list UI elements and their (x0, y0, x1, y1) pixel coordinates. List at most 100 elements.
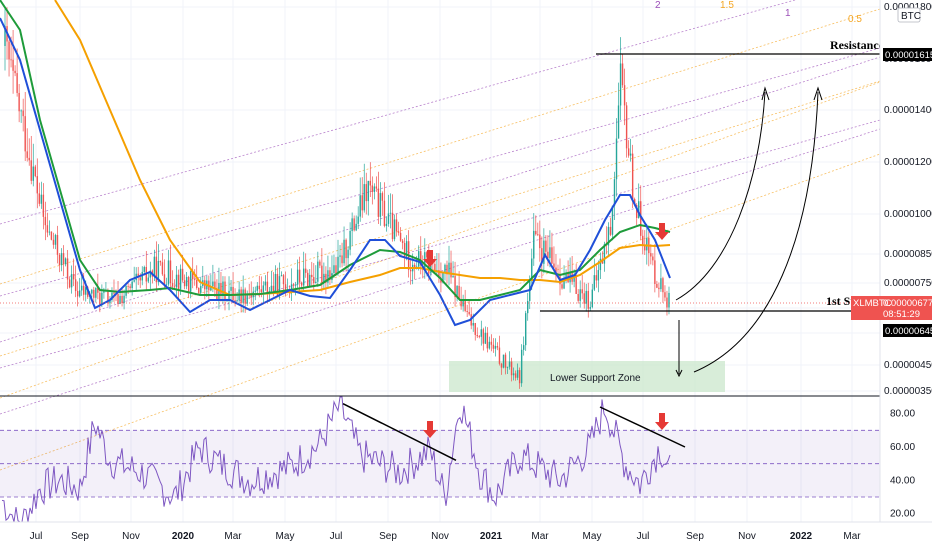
candle-body (230, 286, 232, 291)
candle-body (335, 265, 337, 273)
candle-body (662, 278, 664, 293)
symbol-badge-text: BTC (901, 11, 921, 22)
candle-body (14, 70, 16, 74)
candle-body (652, 256, 654, 261)
candle-body (514, 373, 517, 378)
candle-body (426, 252, 428, 258)
candle-body (543, 240, 545, 264)
candle-body (478, 336, 480, 337)
candle-body (34, 166, 36, 177)
candle-body (642, 235, 644, 246)
time-tick-label: Jul (330, 531, 343, 542)
candle-body (518, 370, 521, 384)
candle-body (58, 254, 61, 266)
current-price-badge (851, 296, 932, 320)
candle-body (625, 105, 628, 149)
candle-body (194, 279, 196, 281)
candle-body (119, 295, 121, 304)
time-tick-label: 2020 (172, 531, 195, 542)
candle-body (167, 260, 170, 285)
candle-body (54, 235, 57, 245)
candle-body (623, 85, 626, 106)
candle-body (524, 313, 527, 346)
candle-body (595, 275, 598, 281)
candle-body (133, 280, 135, 282)
candle-body (561, 284, 563, 289)
candle-body (516, 370, 519, 378)
candle-body (646, 237, 648, 251)
candle-body (93, 289, 95, 298)
candle-body (250, 295, 252, 298)
candle-body (147, 277, 150, 282)
candle-body (522, 345, 525, 350)
arrow-head (423, 430, 437, 438)
candle-body (597, 270, 600, 281)
candle-body (357, 216, 359, 224)
support-price-value: 0.00000645 (885, 326, 932, 337)
candle-body (448, 262, 450, 275)
candle-body (541, 248, 543, 264)
time-tick-label: Sep (71, 531, 89, 542)
candle-body (246, 294, 248, 304)
candle-body (547, 251, 549, 258)
candle-body (480, 329, 483, 337)
candle-body (458, 285, 460, 300)
projection-curve (675, 91, 766, 301)
candle-body (240, 289, 242, 303)
candle-body (363, 184, 365, 211)
candle-body (345, 239, 347, 259)
candle-body (161, 262, 164, 275)
candle-body (627, 148, 630, 156)
candle-body (137, 273, 139, 278)
candle-body (401, 240, 404, 244)
candle-body (163, 274, 166, 286)
candle-body (56, 235, 59, 255)
candle-body (599, 258, 602, 271)
candle-body (484, 332, 487, 344)
fib-level-label: 1.5 (720, 0, 734, 11)
candle-body (40, 194, 43, 204)
candle-body (631, 153, 634, 200)
candle-body (212, 281, 214, 287)
candle-body (389, 212, 392, 214)
rsi-divergence-arrow (655, 413, 669, 430)
candle-body (198, 287, 200, 293)
candle-body (531, 258, 533, 280)
candle-body (629, 153, 632, 156)
candle-body (337, 256, 339, 273)
candle-body (385, 223, 388, 226)
rsi-tick-label: 20.00 (890, 509, 915, 520)
candle-body (28, 157, 30, 161)
candle-body (311, 274, 313, 278)
candle-body (218, 283, 220, 300)
candle-body (644, 245, 646, 251)
candle-body (381, 193, 384, 201)
candle-body (315, 281, 317, 284)
resistance-price-badge (883, 48, 932, 61)
current-symbol-label: XLMBTC (853, 298, 892, 309)
candle-body (339, 255, 341, 257)
candle-body (474, 323, 476, 335)
candle-body (452, 275, 454, 278)
candle-body (444, 264, 446, 273)
candle-body (494, 346, 497, 349)
candle-body (654, 260, 656, 284)
candle-body (155, 256, 158, 283)
candle-body (24, 116, 26, 152)
candle-body (22, 110, 24, 117)
candle-body (359, 195, 361, 217)
candle-body (464, 299, 466, 311)
candle-body (10, 59, 12, 61)
price-tick-label: 0.00000350 (884, 386, 932, 397)
candle-body (482, 329, 485, 344)
candle-body (462, 299, 464, 307)
candle-body (577, 294, 579, 301)
candle-body (179, 268, 182, 289)
candle-body (38, 193, 41, 204)
symbol-badge (897, 7, 921, 23)
candle-body (214, 281, 216, 290)
candle-body (8, 41, 10, 60)
projection-arrowhead (675, 369, 683, 378)
time-tick-label: Jul (637, 531, 650, 542)
